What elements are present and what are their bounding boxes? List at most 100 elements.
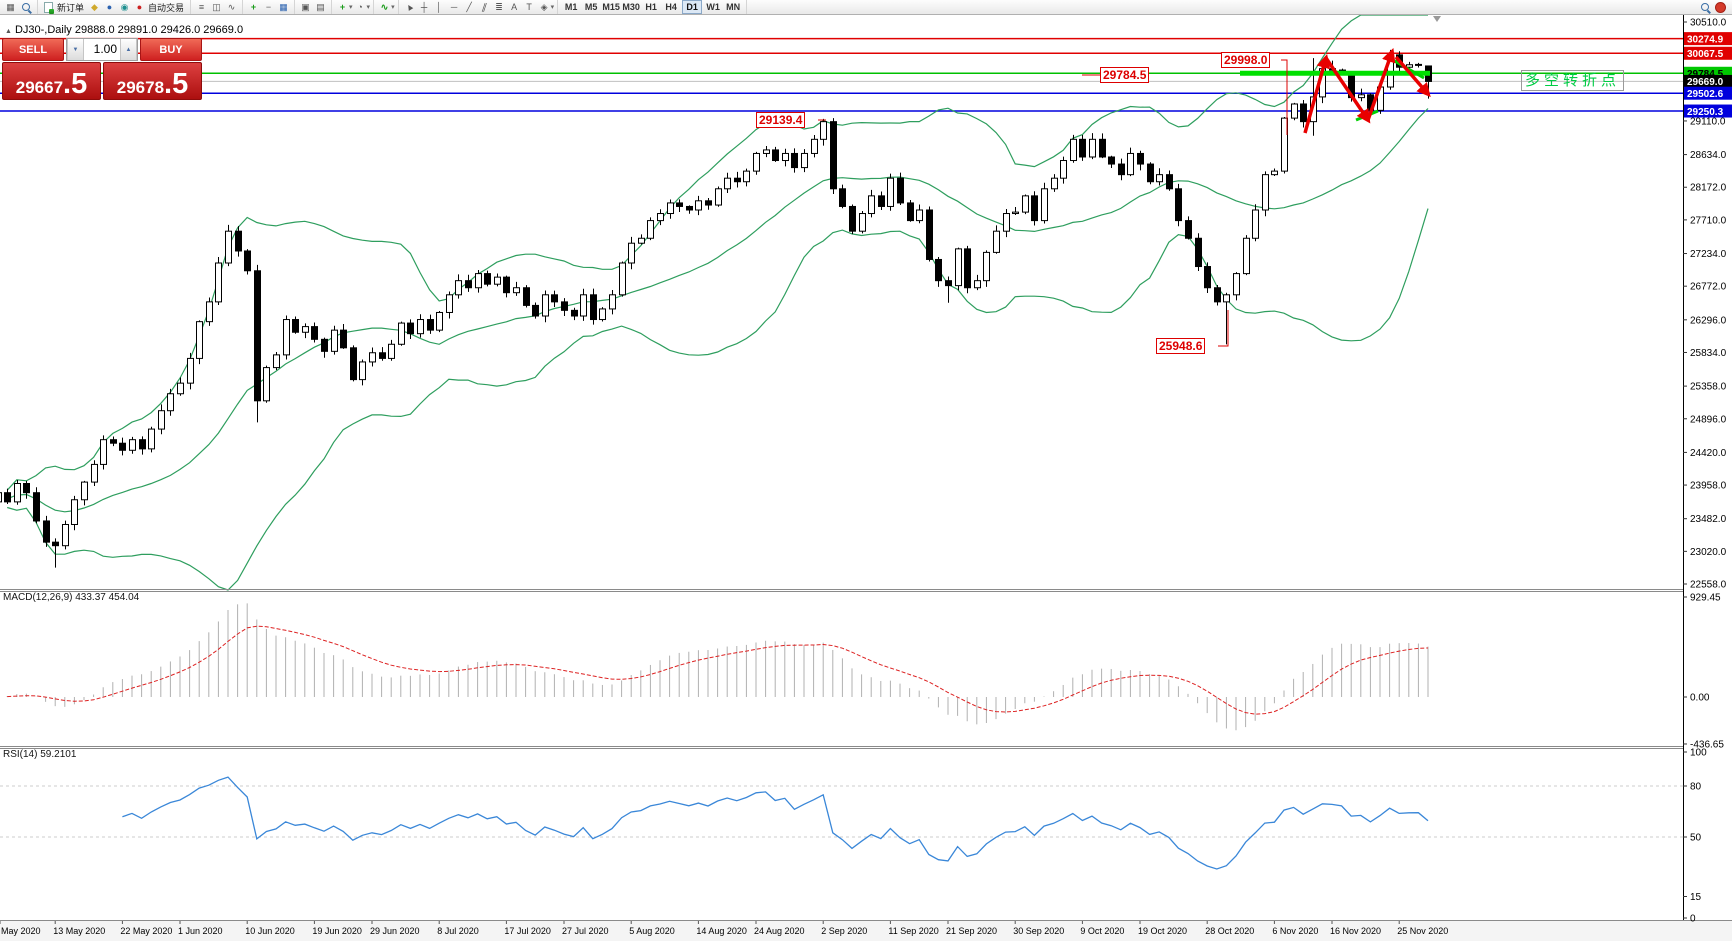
candle-body [52, 541, 59, 547]
new-chart-icon[interactable]: ▦ [6, 2, 15, 12]
candle-body [753, 152, 760, 172]
candle-body [647, 220, 654, 239]
collapse-icon[interactable]: ▲ [5, 28, 12, 35]
candle-body [311, 326, 318, 340]
timeframe-h1[interactable]: H1 [645, 2, 657, 12]
indicator-dropdown-icon[interactable]: ▾ [349, 4, 353, 11]
timeframe-m1[interactable]: M1 [564, 2, 578, 12]
cursor-icon[interactable]: ▲ [402, 0, 416, 14]
price-callout[interactable]: 25948.6 [1156, 338, 1206, 354]
candle-body [23, 483, 30, 494]
candle-body [907, 202, 914, 222]
fibonacci-icon[interactable]: ≣ [495, 2, 503, 12]
autotrading-label[interactable]: 自动交易 [148, 2, 185, 13]
text-label-tool-icon[interactable]: T [526, 2, 532, 12]
candle-body [244, 250, 251, 272]
profile-dropdown-icon[interactable]: ▾ [391, 4, 395, 11]
date-label: 25 Nov 2020 [1397, 926, 1448, 936]
chart-profile-icon[interactable]: ∿ [380, 2, 389, 12]
chart-shift-icon[interactable]: ▤ [316, 2, 325, 12]
candle-body [167, 393, 174, 412]
timeframe-m5[interactable]: M5 [584, 2, 598, 12]
price-axis-background [1684, 14, 1732, 920]
bar-chart-mode-icon[interactable]: ≡ [198, 2, 205, 12]
red-arrow-drawing[interactable] [1303, 53, 1331, 134]
sell-price-main: 29667 [15, 78, 64, 97]
signals-icon[interactable]: ◉ [120, 2, 129, 12]
date-label: 2 Sep 2020 [821, 926, 867, 936]
search-icon[interactable] [19, 1, 33, 13]
timeframe-h4[interactable]: H4 [665, 2, 677, 12]
buy-button[interactable]: BUY [140, 38, 202, 61]
volume-increase-button[interactable]: ▲ [120, 39, 137, 60]
new-order-icon[interactable] [42, 1, 55, 14]
shapes-dropdown-icon[interactable]: ▾ [550, 4, 555, 11]
price-callout[interactable]: 29784.5 [1100, 67, 1150, 83]
community-icon[interactable]: ● [106, 2, 113, 12]
channel-icon[interactable]: ∥ [480, 2, 488, 12]
candle-body [868, 195, 875, 215]
candle-body [599, 308, 606, 321]
cleanup-icon[interactable]: ◆ [91, 2, 98, 12]
turning-point-annotation[interactable]: 多空转折点 [1521, 70, 1625, 91]
sell-price-panel[interactable]: 29667 .5 [2, 62, 101, 100]
price-level-tag-text: 29502.6 [1687, 89, 1724, 100]
periods-clock-icon[interactable]: ◔ [357, 2, 363, 12]
periods-dropdown-icon[interactable]: ▾ [366, 4, 371, 11]
candle-body [14, 483, 21, 503]
candle-body [1291, 103, 1298, 119]
search-icon[interactable] [1698, 1, 1712, 13]
candle-body [350, 347, 357, 381]
red-arrow-drawing[interactable] [1366, 48, 1396, 121]
new-order-label[interactable]: 新订单 [57, 2, 85, 13]
candle-body [62, 523, 69, 547]
auto-arrange-icon[interactable]: ▣ [301, 2, 310, 12]
candle-body [1195, 237, 1202, 268]
timeframe-m30[interactable]: M30 [622, 2, 640, 12]
price-callout[interactable]: 29139.4 [756, 112, 806, 128]
tile-windows-icon[interactable]: ▦ [279, 2, 288, 12]
vertical-line-icon[interactable]: │ [436, 2, 442, 12]
candle-body [139, 439, 146, 450]
line-chart-mode-icon[interactable]: ∿ [227, 2, 236, 12]
horizontal-line-icon[interactable]: ─ [450, 2, 458, 12]
candle-body [292, 319, 299, 333]
buy-price-panel[interactable]: 29678 .5 [103, 62, 202, 100]
price-callout[interactable]: 29998.0 [1221, 52, 1271, 68]
add-indicator-icon[interactable]: + [339, 2, 346, 12]
candle-body [983, 251, 990, 282]
red-arrow-drawing[interactable] [1324, 57, 1371, 124]
autotrading-icon[interactable]: ● [136, 2, 143, 12]
volume-input[interactable]: 1.00 [93, 42, 117, 56]
trendline-icon[interactable]: ╱ [466, 2, 472, 12]
toolbar-group-trade: 新订单 ◆ ● ◉ ● 自动交易 [38, 0, 192, 14]
candle-body [446, 294, 453, 313]
candle-body [196, 321, 203, 359]
timeframe-w1[interactable]: W1 [706, 2, 720, 12]
timeframe-mn[interactable]: MN [726, 2, 741, 12]
candlestick-mode-icon[interactable]: ◫ [212, 2, 221, 12]
price-level-tag [1684, 46, 1732, 60]
candle-body [1070, 138, 1077, 162]
candle-body [1147, 163, 1154, 183]
zoom-in-icon[interactable]: + [250, 2, 257, 12]
sell-button[interactable]: SELL [2, 38, 64, 61]
crosshair-icon[interactable]: ┼ [420, 2, 428, 12]
candle-body [523, 287, 530, 306]
notification-icon[interactable] [1715, 1, 1726, 13]
shapes-icon[interactable]: ◈ [540, 2, 548, 12]
volume-decrease-button[interactable]: ▼ [67, 39, 84, 60]
timeframe-m15[interactable]: M15 [602, 2, 620, 12]
price-level-tag-text: 30274.9 [1687, 34, 1724, 45]
text-tool-icon[interactable]: A [511, 2, 518, 12]
candle-body [71, 499, 78, 525]
candle-body [878, 195, 885, 207]
candle-body [148, 428, 155, 450]
timeframe-d1[interactable]: D1 [682, 0, 703, 14]
rsi-axis-label: 50 [1690, 833, 1702, 844]
price-axis-label: 23482.0 [1690, 514, 1727, 525]
sell-price-frac: .5 [63, 68, 88, 100]
red-arrow-drawing[interactable] [1394, 55, 1431, 98]
zoom-out-icon[interactable]: − [265, 2, 272, 12]
